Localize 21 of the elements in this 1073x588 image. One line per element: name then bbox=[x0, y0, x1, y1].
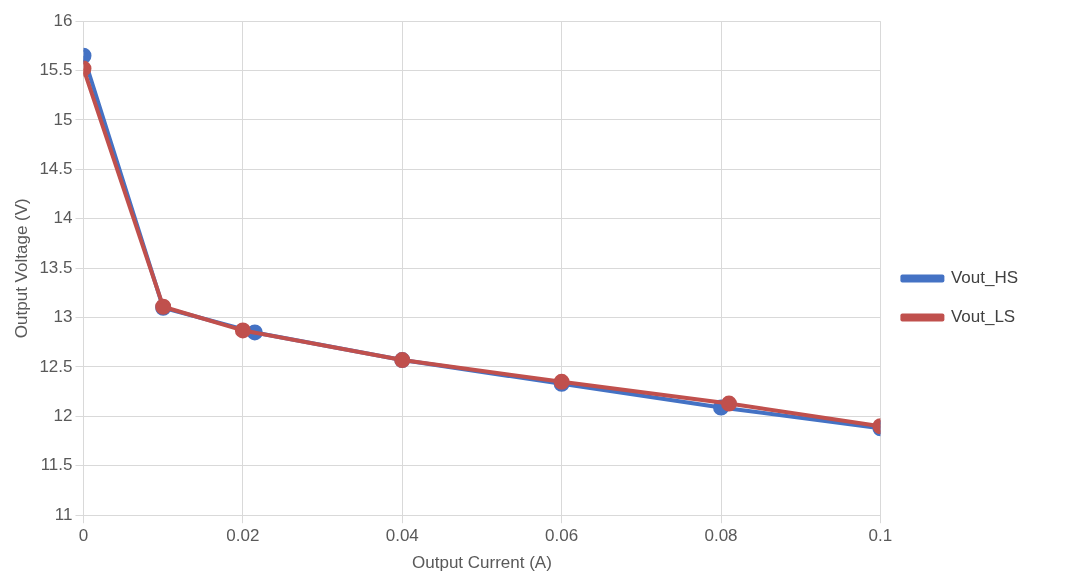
x-tick-label: 0.02 bbox=[226, 526, 260, 546]
y-tick-label: 12.5 bbox=[39, 356, 73, 376]
x-tick-label: 0.08 bbox=[704, 526, 738, 546]
y-tick-label: 13 bbox=[53, 307, 73, 327]
y-tick-label: 12 bbox=[53, 406, 73, 426]
y-tick-label: 15 bbox=[53, 109, 73, 129]
y-axis-title: Output Voltage (V) bbox=[11, 198, 31, 339]
y-tick-label: 13.5 bbox=[39, 257, 73, 277]
y-tick-label: 11 bbox=[54, 504, 73, 524]
y-tick-label: 14 bbox=[53, 208, 73, 228]
x-tick-label: 0.06 bbox=[545, 526, 579, 546]
y-tick-label: 16 bbox=[53, 10, 73, 30]
x-tick-label: 0.04 bbox=[385, 526, 419, 546]
x-tick-label: 0.1 bbox=[868, 526, 893, 546]
y-tick-label: 11.5 bbox=[40, 455, 73, 475]
y-tick-label: 14.5 bbox=[39, 159, 73, 179]
y-tick-label: 15.5 bbox=[39, 60, 73, 80]
legend-label: Vout_HS bbox=[950, 268, 1019, 288]
x-tick-label: 0 bbox=[78, 526, 89, 546]
legend-label: Vout_LS bbox=[950, 307, 1016, 327]
x-axis-title: Output Current (A) bbox=[412, 553, 552, 573]
